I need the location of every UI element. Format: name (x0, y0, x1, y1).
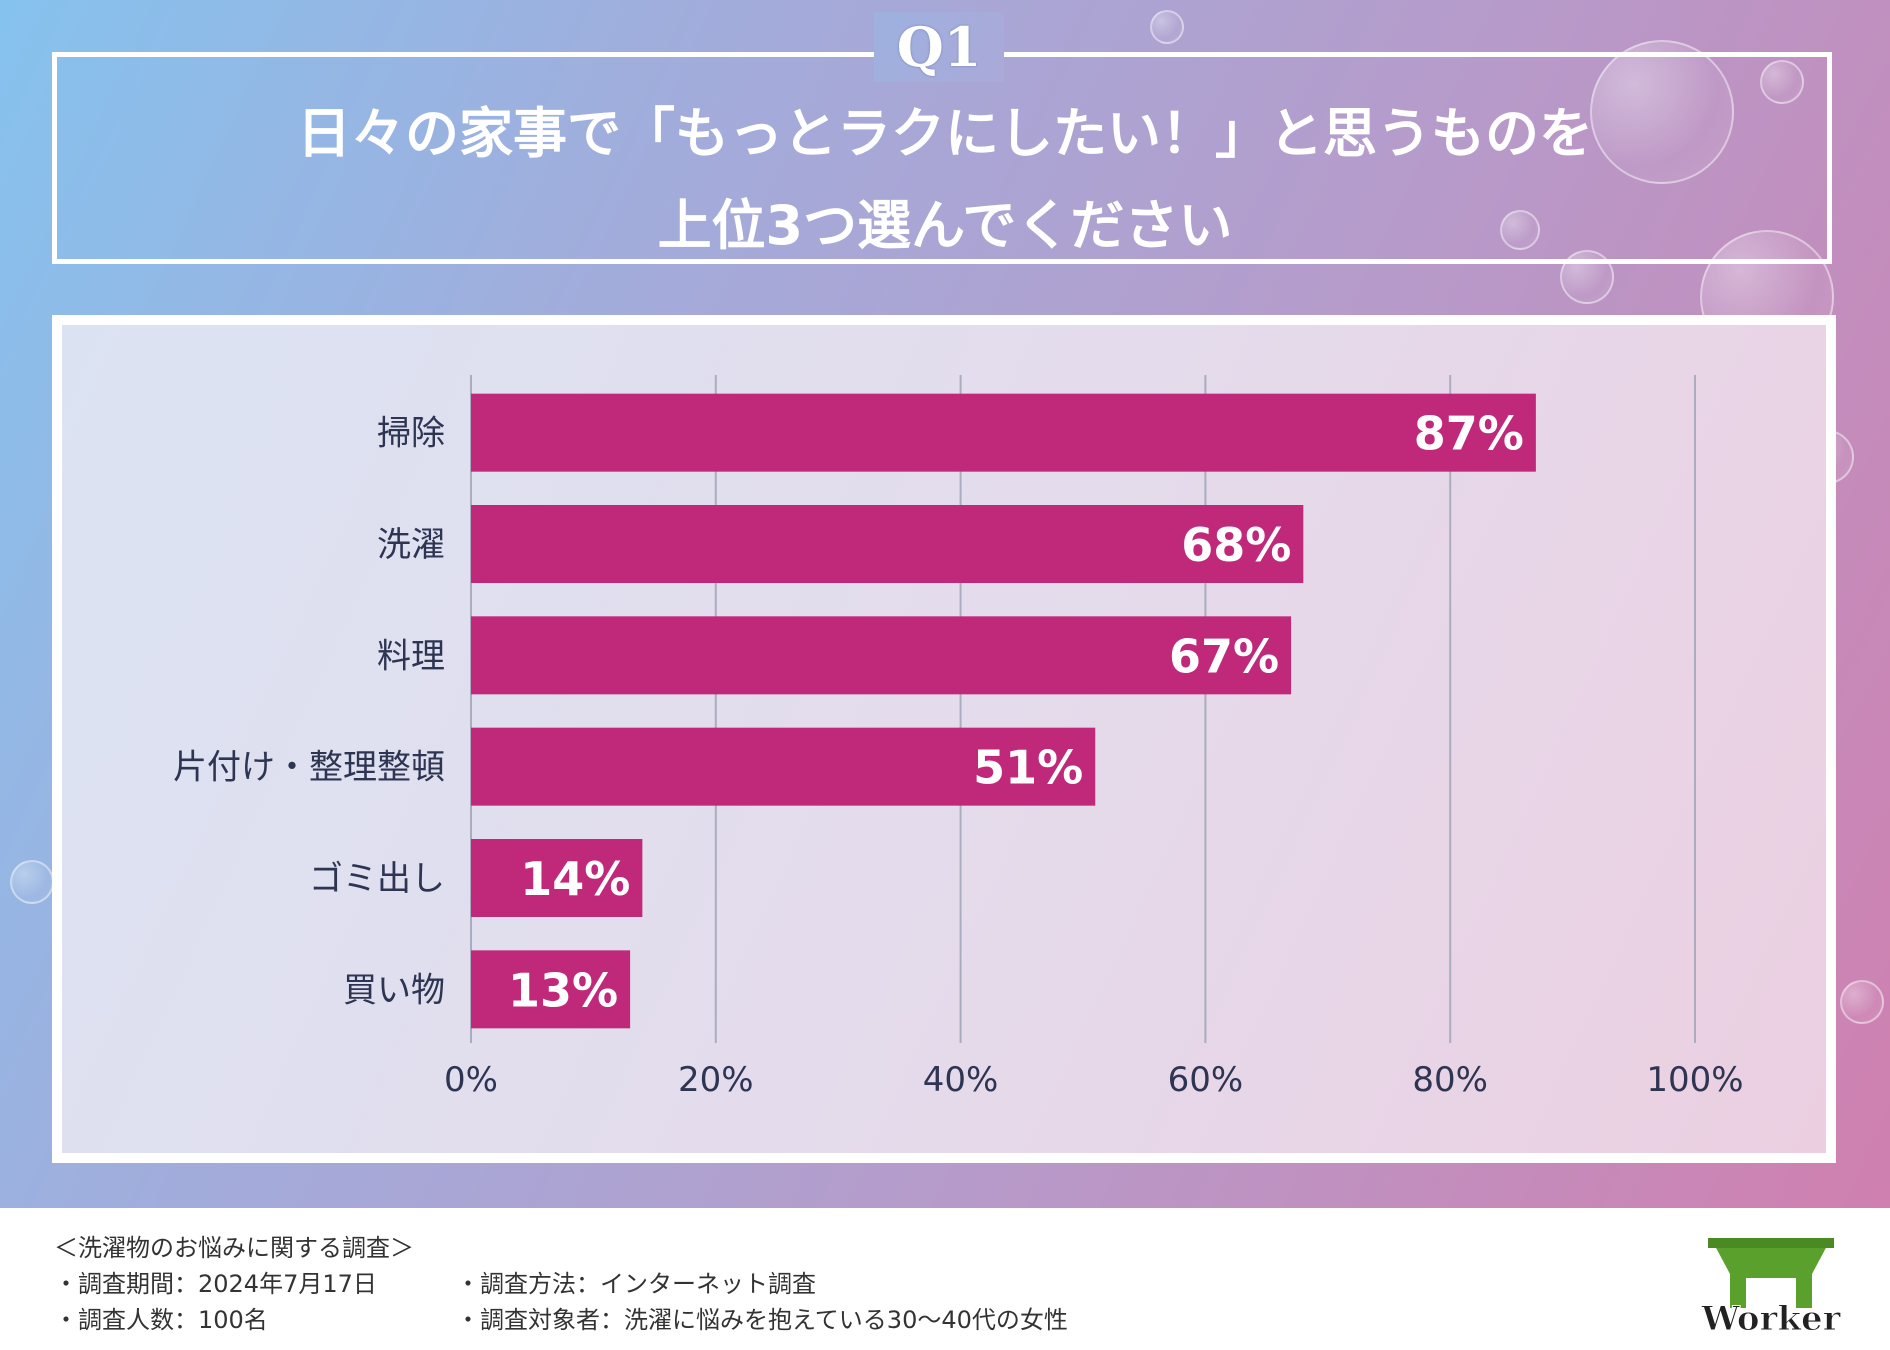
logo-text: Worker (1700, 1299, 1841, 1339)
bubble-decoration (1590, 40, 1734, 184)
bar-chart: 87% 掃除 68% 洗濯 67% 料理 51% 片付け・整理整頓 14% ゴミ出し 13% 買い物 0… (173, 375, 1744, 1100)
question-line-1: 日々の家事で「もっとラクにしたい！」と思うものを (297, 102, 1593, 165)
category-label-4: ゴミ出し (309, 859, 445, 899)
survey-period: ・調査期間：2024年7月17日 (54, 1270, 377, 1298)
logo-bowl (1714, 1244, 1828, 1308)
logo-rim (1708, 1238, 1834, 1248)
question-line-2: 上位3つ選んでください (657, 194, 1233, 257)
category-label-5: 買い物 (343, 970, 445, 1010)
bar-5 (471, 950, 631, 1029)
survey-method: ・調査方法：インターネット調査 (456, 1270, 816, 1298)
question-number: Q1 (874, 12, 1004, 82)
bar-2 (471, 616, 1292, 695)
worker-logo: Worker (1700, 1238, 1842, 1340)
survey-title: ＜洗濯物のお悩みに関する調査＞ (54, 1234, 414, 1262)
chart-panel: 87% 掃除 68% 洗濯 67% 料理 51% 片付け・整理整頓 14% ゴミ出し 13% 買い物 0… (52, 315, 1836, 1163)
category-label-3: 片付け・整理整頓 (173, 748, 445, 788)
x-tick-label-100: 100% (1646, 1060, 1743, 1100)
bar-3 (471, 727, 1096, 806)
bubble-decoration (1760, 60, 1804, 104)
survey-target: ・調査対象者：洗濯に悩みを抱えている30〜40代の女性 (456, 1306, 1068, 1334)
survey-count: ・調査人数：100名 (54, 1306, 268, 1334)
data-label-5: 13% (508, 963, 618, 1017)
data-label-3: 51% (973, 741, 1083, 795)
footer: ＜洗濯物のお悩みに関する調査＞ ・調査期間：2024年7月17日 ・調査人数：1… (0, 1208, 1890, 1350)
question-text: 日々の家事で「もっとラクにしたい！」と思うものを 上位3つ選んでください (60, 88, 1830, 272)
x-tick-label-20: 20% (678, 1060, 754, 1100)
category-label-0: 掃除 (377, 414, 445, 454)
x-tick-label-80: 80% (1412, 1060, 1488, 1100)
x-tick-label-60: 60% (1168, 1060, 1244, 1100)
data-label-4: 14% (520, 852, 630, 906)
bubble-decoration (1840, 980, 1884, 1024)
bar-4 (471, 839, 643, 917)
data-label-2: 67% (1169, 629, 1279, 683)
bar-1 (471, 505, 1304, 583)
bar-0 (471, 393, 1536, 472)
category-label-1: 洗濯 (377, 525, 445, 565)
x-tick-label-40: 40% (923, 1060, 999, 1100)
hero-background: Q1 日々の家事で「もっとラクにしたい！」と思うものを 上位3つ選んでください … (0, 0, 1890, 1208)
bubble-decoration (1150, 10, 1184, 44)
bubble-decoration (10, 860, 54, 904)
data-label-0: 87% (1414, 407, 1524, 461)
category-label-2: 料理 (377, 636, 445, 676)
x-tick-label-0: 0% (444, 1060, 498, 1100)
bubble-decoration (1500, 210, 1540, 250)
data-label-1: 68% (1181, 518, 1291, 572)
